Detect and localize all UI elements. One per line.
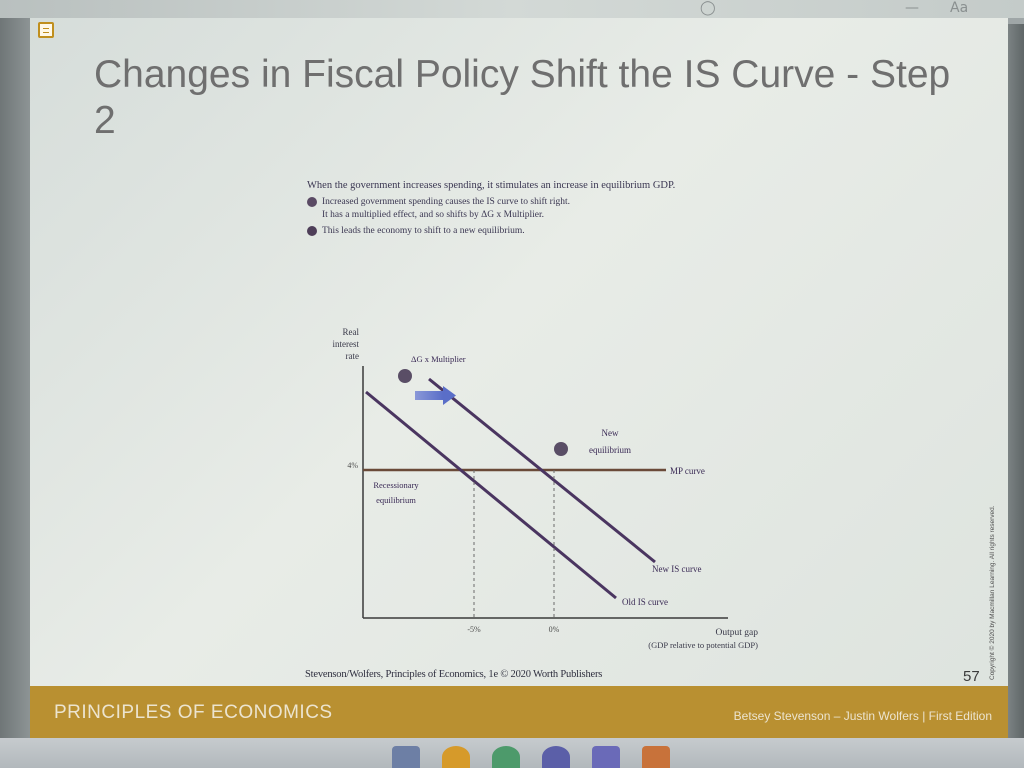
footer-authors: Betsey Stevenson – Justin Wolfers | Firs…	[733, 709, 992, 723]
copyright-notice: Copyright © 2020 by Macmillan Learning. …	[989, 505, 996, 680]
step-1-bullet-icon	[307, 197, 317, 207]
toolbar-glyph-1[interactable]: ◯	[700, 0, 716, 16]
left-bezel	[0, 18, 30, 738]
footer-book-title: PRINCIPLES OF ECONOMICS	[54, 702, 333, 723]
browser-icon[interactable]	[442, 746, 470, 768]
step-1-line-1: Increased government spending causes the…	[322, 197, 570, 207]
taskbar-app-icon-3[interactable]	[492, 746, 520, 768]
taskbar	[0, 738, 1024, 768]
slide-footer-bar: PRINCIPLES OF ECONOMICS Betsey Stevenson…	[30, 686, 1008, 738]
step-2-line-1: This leads the economy to shift to a new…	[322, 226, 525, 236]
new-equilibrium-label-line-2: equilibrium	[589, 445, 631, 455]
taskbar-app-icon-4[interactable]	[542, 746, 570, 768]
shift-arrow-head-icon	[443, 386, 456, 405]
x-axis-label: Output gap	[716, 628, 759, 638]
slide-title: Changes in Fiscal Policy Shift the IS Cu…	[94, 53, 951, 142]
caption-intro: When the government increases spending, …	[307, 180, 676, 191]
page-number: 57	[963, 668, 980, 685]
y-axis-label-line-2: interest	[333, 339, 360, 349]
y-axis-label-line-3: rate	[346, 351, 360, 361]
old-is-curve-label: Old IS curve	[622, 597, 668, 607]
mp-curve-label: MP curve	[670, 466, 705, 476]
right-bezel	[1006, 24, 1024, 738]
shift-arrow-shaft	[415, 391, 443, 400]
taskbar-app-icon-1[interactable]	[392, 746, 420, 768]
presentation-slide: Changes in Fiscal Policy Shift the IS Cu…	[30, 18, 1008, 738]
new-is-curve-label: New IS curve	[652, 564, 701, 574]
is-mp-chart: Real interest rate MP curve 4% Old IS cu…	[333, 327, 759, 650]
recessionary-equilibrium-label-line-2: equilibrium	[376, 495, 416, 505]
step-2-marker-icon	[554, 442, 568, 456]
shift-label: ΔG x Multiplier	[411, 354, 466, 364]
x-tick-minus-5-percent: -5%	[467, 625, 481, 634]
new-equilibrium-label-line-1: New	[602, 428, 619, 438]
step-1-line-2: It has a multiplied effect, and so shift…	[322, 210, 545, 220]
step-2-bullet-icon	[307, 226, 317, 236]
x-tick-0-percent: 0%	[549, 625, 560, 634]
taskbar-app-icon-5[interactable]	[592, 746, 620, 768]
x-axis-sublabel: (GDP relative to potential GDP)	[648, 640, 758, 650]
toolbar-glyph-2[interactable]: —	[905, 0, 919, 16]
y-axis-label-line-1: Real	[343, 327, 360, 337]
figure-caption: When the government increases spending, …	[307, 178, 727, 238]
toolbar-glyph-3[interactable]: Aa	[950, 0, 969, 16]
old-is-curve-line	[365, 390, 617, 600]
taskbar-app-icon-6[interactable]	[642, 746, 670, 768]
step-1-marker-icon	[398, 369, 412, 383]
new-is-curve-line	[428, 377, 656, 564]
y-tick-4-percent: 4%	[347, 461, 358, 470]
recessionary-equilibrium-label-line-1: Recessionary	[373, 480, 419, 490]
comment-icon[interactable]	[38, 22, 54, 38]
window-top-strip: ◯ — Aa	[0, 0, 1024, 18]
caption-step-1: Increased government spending causes the…	[307, 196, 727, 222]
caption-step-2: This leads the economy to shift to a new…	[307, 225, 727, 238]
figure-citation: Stevenson/Wolfers, Principles of Economi…	[305, 669, 603, 680]
